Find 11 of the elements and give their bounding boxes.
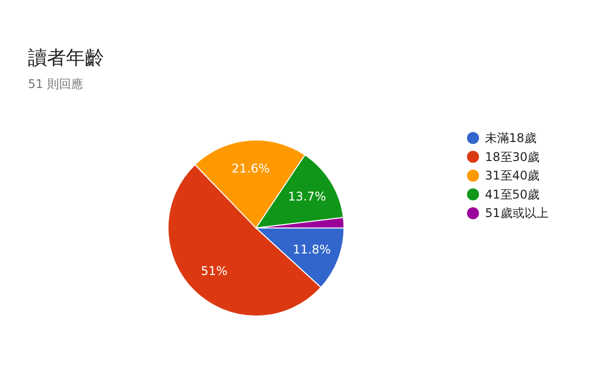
data-label: 21.6%	[232, 161, 270, 176]
data-label: 11.8%	[292, 242, 331, 257]
data-label: 13.7%	[288, 190, 326, 204]
legend-label: 41至50歲	[485, 187, 540, 202]
legend-label: 51歲或以上	[485, 206, 548, 220]
legend-label: 18至30歲	[485, 150, 540, 164]
chart-title: 讀者年齡	[28, 47, 104, 69]
legend-label: 未滿18歲	[485, 131, 536, 145]
text: 51 則回應	[28, 77, 84, 91]
data-label: 51%	[200, 264, 228, 278]
legend-label: 31至40歲	[485, 168, 540, 183]
